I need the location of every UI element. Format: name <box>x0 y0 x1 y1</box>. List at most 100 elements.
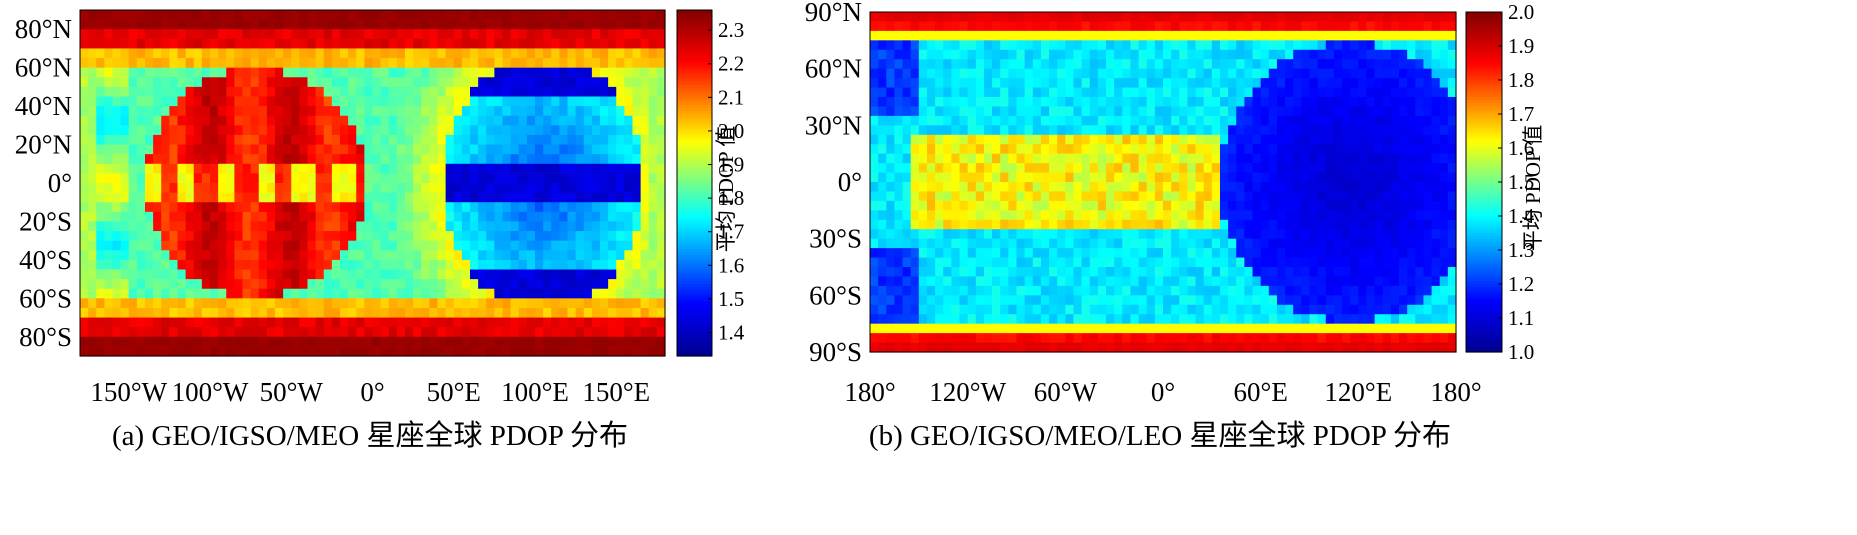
heatmap-cell <box>918 40 928 51</box>
heatmap-cell <box>575 106 585 117</box>
heatmap-cell <box>1309 49 1319 60</box>
heatmap-cell <box>1106 323 1115 334</box>
heatmap-cell <box>608 192 617 203</box>
heatmap-cell <box>910 97 920 108</box>
heatmap-cell <box>559 307 569 319</box>
heatmap-cell <box>250 250 260 261</box>
heatmap-cell <box>340 317 349 328</box>
heatmap-cell <box>1000 163 1009 174</box>
heatmap-cell <box>177 154 187 165</box>
heatmap-cell <box>543 48 552 59</box>
heatmap-cell <box>445 115 455 126</box>
heatmap-cell <box>258 48 268 59</box>
heatmap-cell <box>1081 163 1091 174</box>
heatmap-cell <box>600 240 609 251</box>
heatmap-cell <box>88 279 97 290</box>
heatmap-cell <box>992 21 1001 32</box>
heatmap-cell <box>1333 229 1343 240</box>
heatmap-cell <box>388 259 398 271</box>
heatmap-cell <box>918 134 928 145</box>
heatmap-cell <box>1317 30 1327 41</box>
heatmap-cell <box>1040 323 1050 334</box>
heatmap-cell <box>1325 200 1335 211</box>
heatmap-cell <box>1130 295 1140 306</box>
heatmap-cell <box>918 144 928 155</box>
heatmap-cell <box>943 106 952 117</box>
heatmap-cell <box>1024 59 1034 70</box>
heatmap-cell <box>600 317 609 328</box>
heatmap-cell <box>624 134 634 146</box>
heatmap-cell <box>1097 40 1107 51</box>
heatmap-cell <box>870 200 879 211</box>
heatmap-cell <box>340 346 349 357</box>
heatmap-cell <box>1244 238 1254 249</box>
heatmap-cell <box>878 304 887 315</box>
heatmap-cell <box>1081 12 1091 23</box>
heatmap-cell <box>543 77 552 88</box>
heatmap-cell <box>1146 257 1156 268</box>
heatmap-cell <box>421 211 430 223</box>
heatmap-cell <box>959 78 969 89</box>
heatmap-cell <box>870 304 879 315</box>
heatmap-cell <box>600 106 609 117</box>
heatmap-cell <box>283 67 292 78</box>
heatmap-cell <box>478 298 487 309</box>
heatmap-cell <box>226 250 235 261</box>
heatmap-cell <box>1179 342 1189 353</box>
heatmap-cell <box>193 269 203 280</box>
heatmap-cell <box>1317 238 1327 249</box>
heatmap-cell <box>299 288 309 299</box>
heatmap-cell <box>1358 59 1368 70</box>
heatmap-cell <box>177 336 187 347</box>
heatmap-cell <box>1276 314 1286 325</box>
heatmap-cell <box>1342 314 1351 325</box>
heatmap-cell <box>510 19 520 30</box>
colorbar-segment <box>677 79 712 83</box>
heatmap-cell <box>1000 210 1009 221</box>
heatmap-cell <box>648 29 658 40</box>
heatmap-cell <box>461 250 471 261</box>
heatmap-cell <box>307 163 317 174</box>
heatmap-cell <box>218 202 227 213</box>
heatmap-cell <box>1024 257 1034 268</box>
heatmap-cell <box>870 191 879 202</box>
heatmap-cell <box>1244 40 1254 51</box>
heatmap-cell <box>429 211 439 223</box>
heatmap-cell <box>445 192 455 203</box>
colorbar-segment <box>677 206 712 210</box>
heatmap-cell <box>136 240 146 251</box>
heatmap-cell <box>975 276 985 287</box>
heatmap-cell <box>1089 172 1099 183</box>
heatmap-cell <box>185 346 195 357</box>
heatmap-cell <box>1325 295 1335 306</box>
heatmap-cell <box>1016 285 1026 296</box>
heatmap-cell <box>1333 304 1343 315</box>
heatmap-cell <box>340 211 349 223</box>
heatmap-cell <box>656 346 666 357</box>
heatmap-cell <box>1097 191 1107 202</box>
heatmap-cell <box>145 115 154 126</box>
heatmap-cell <box>1276 285 1286 296</box>
colorbar-segment <box>677 246 712 250</box>
heatmap-cell <box>632 96 642 107</box>
colorbar-segment <box>677 50 712 54</box>
heatmap-cell <box>1138 333 1148 344</box>
heatmap-cell <box>1350 78 1359 89</box>
heatmap-cell <box>331 29 341 40</box>
heatmap-cell <box>323 10 333 21</box>
heatmap-cell <box>959 238 969 249</box>
heatmap-cell <box>1163 97 1172 108</box>
heatmap-cell <box>1260 125 1270 136</box>
heatmap-cell <box>153 19 162 30</box>
heatmap-cell <box>331 279 341 290</box>
heatmap-cell <box>1203 248 1213 259</box>
heatmap-cell <box>1276 49 1286 60</box>
heatmap-cell <box>283 144 292 155</box>
heatmap-cell <box>1350 182 1359 193</box>
heatmap-cell <box>543 173 552 184</box>
heatmap-cell <box>1106 219 1115 230</box>
heatmap-cell <box>1342 210 1351 221</box>
heatmap-cell <box>80 125 89 136</box>
heatmap-cell <box>266 298 276 309</box>
heatmap-cell <box>1008 323 1018 334</box>
